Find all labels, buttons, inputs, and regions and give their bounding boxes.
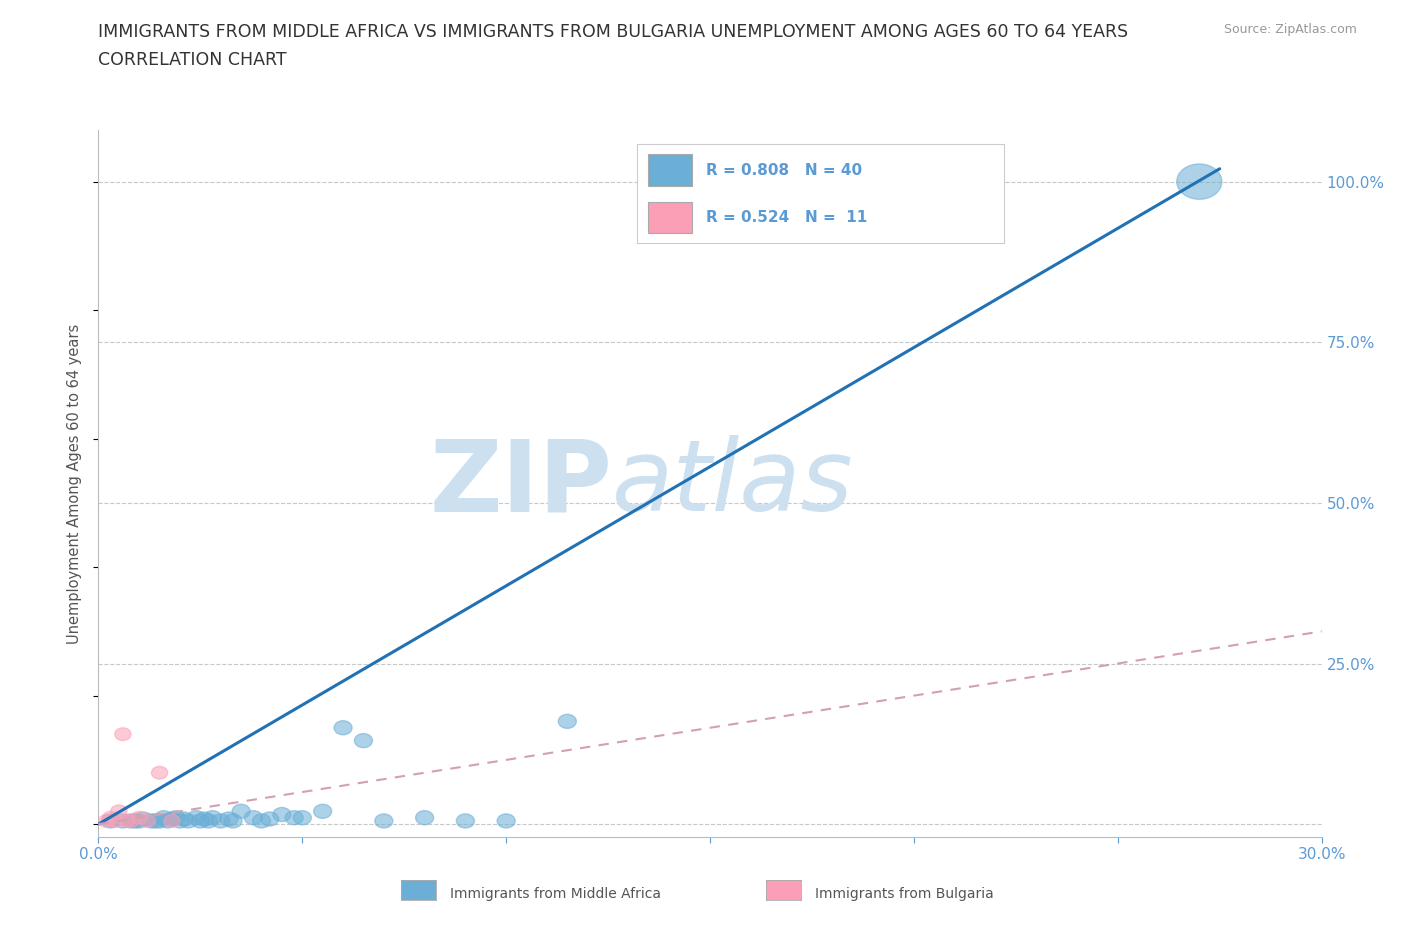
Ellipse shape <box>152 766 167 779</box>
Text: Immigrants from Bulgaria: Immigrants from Bulgaria <box>815 886 994 901</box>
Ellipse shape <box>103 811 118 824</box>
Ellipse shape <box>273 807 291 821</box>
Ellipse shape <box>155 811 173 825</box>
Ellipse shape <box>224 814 242 828</box>
Ellipse shape <box>174 812 193 826</box>
Ellipse shape <box>163 812 181 826</box>
Ellipse shape <box>167 811 186 825</box>
Ellipse shape <box>115 728 131 740</box>
Ellipse shape <box>98 815 115 828</box>
Ellipse shape <box>253 814 270 828</box>
Text: ZIP: ZIP <box>429 435 612 532</box>
Ellipse shape <box>120 815 135 828</box>
Ellipse shape <box>134 812 152 826</box>
Ellipse shape <box>122 815 139 828</box>
Ellipse shape <box>146 814 165 828</box>
Ellipse shape <box>163 815 180 828</box>
Ellipse shape <box>142 814 160 828</box>
Ellipse shape <box>101 814 120 828</box>
Ellipse shape <box>354 734 373 748</box>
Ellipse shape <box>219 812 238 826</box>
Ellipse shape <box>122 814 141 828</box>
Text: atlas: atlas <box>612 435 853 532</box>
Text: Source: ZipAtlas.com: Source: ZipAtlas.com <box>1223 23 1357 36</box>
Ellipse shape <box>416 811 433 825</box>
Ellipse shape <box>179 814 197 828</box>
Ellipse shape <box>260 812 278 826</box>
Ellipse shape <box>558 714 576 728</box>
Ellipse shape <box>1177 164 1222 199</box>
Ellipse shape <box>131 814 148 828</box>
Ellipse shape <box>245 811 263 825</box>
Ellipse shape <box>187 811 205 825</box>
Ellipse shape <box>314 804 332 818</box>
Ellipse shape <box>375 814 392 828</box>
Ellipse shape <box>150 814 169 828</box>
Y-axis label: Unemployment Among Ages 60 to 64 years: Unemployment Among Ages 60 to 64 years <box>67 324 83 644</box>
Ellipse shape <box>114 814 132 828</box>
Ellipse shape <box>131 811 148 824</box>
Ellipse shape <box>285 811 304 825</box>
Ellipse shape <box>139 815 156 828</box>
Text: IMMIGRANTS FROM MIDDLE AFRICA VS IMMIGRANTS FROM BULGARIA UNEMPLOYMENT AMONG AGE: IMMIGRANTS FROM MIDDLE AFRICA VS IMMIGRA… <box>98 23 1129 41</box>
Ellipse shape <box>127 814 145 828</box>
Ellipse shape <box>335 721 352 735</box>
Ellipse shape <box>159 814 177 828</box>
Text: Immigrants from Middle Africa: Immigrants from Middle Africa <box>450 886 661 901</box>
Ellipse shape <box>111 805 127 817</box>
Text: CORRELATION CHART: CORRELATION CHART <box>98 51 287 69</box>
Ellipse shape <box>172 814 188 828</box>
Ellipse shape <box>457 814 474 828</box>
Ellipse shape <box>107 815 122 828</box>
Ellipse shape <box>498 814 515 828</box>
Ellipse shape <box>212 814 229 828</box>
Ellipse shape <box>195 812 214 826</box>
Ellipse shape <box>204 811 222 825</box>
Ellipse shape <box>294 811 311 825</box>
Ellipse shape <box>232 804 250 818</box>
Ellipse shape <box>200 814 218 828</box>
Ellipse shape <box>191 814 209 828</box>
